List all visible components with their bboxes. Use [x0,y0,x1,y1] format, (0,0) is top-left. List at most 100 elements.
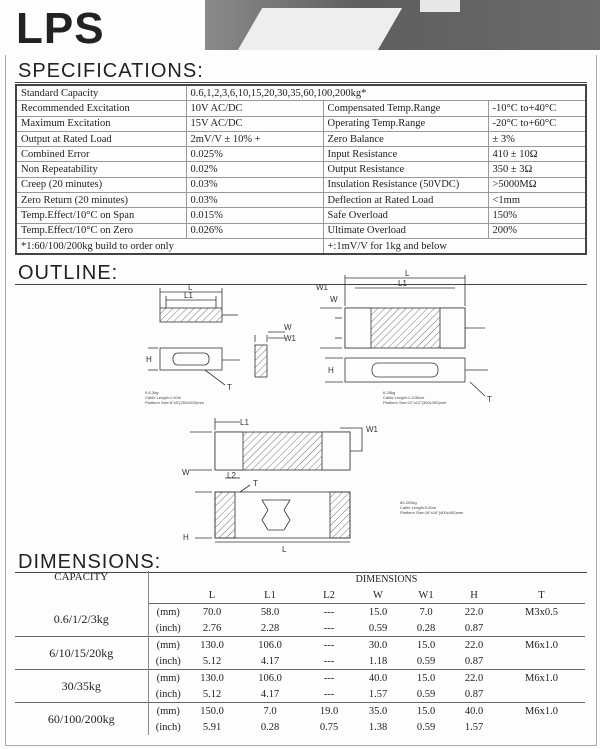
unit-label: (inch) [155,688,181,700]
dimension-value: 7.0 [419,606,433,618]
dimension-value: 22.0 [450,669,498,686]
specifications-table: Standard Capacity 0.6,1,2,3,6,10,15,20,3… [15,84,587,256]
dim-label: W1 [284,334,297,343]
dimension-value [498,686,585,703]
divider [15,82,587,83]
note-line: Platform Size:12"x12"(300x300)mm [383,400,447,405]
dim-label: L1 [184,291,193,300]
product-photo [205,0,600,50]
dimension-value [498,653,585,670]
table-row: Maximum Excitation 15V AC/DC Operating Tem… [15,115,587,132]
dimension-value: 0.87 [464,688,484,700]
column-header: W1 [402,587,450,604]
dimension-value: --- [323,606,335,618]
large-cell-top-view [190,418,363,479]
dimension-value: 15.0 [402,636,450,653]
spec-label: Temp.Effect/10°C on Zero [15,222,187,239]
note-line: 6-35kg [383,390,396,395]
dimension-value: M6x1.0 [498,702,585,719]
column-header: L2 [304,587,354,604]
dim-label: W1 [316,283,329,292]
small-cell-side-view [148,347,240,386]
dimension-value: 106.0 [236,669,304,686]
dimensions-heading: DIMENSIONS: [18,551,162,573]
dimension-value: 4.17 [260,655,280,667]
header-row: CAPACITY DIMENSIONS [15,571,585,604]
note-line: Cable Length:1.2/40cm [383,395,425,400]
table-row: (inch) 5.12 4.17 --- 1.57 0.59 0.87 [15,686,585,703]
dimension-value: 130.0 [188,669,236,686]
table-row: 60/100/200kg (mm) 150.0 7.0 19.0 35.0 15.0 40.0… [15,702,585,735]
footnote-row: *1:60/100/200kg build to order only +:1mV… [15,237,587,255]
table-row: 6/10/15/20kg (mm) 130.0 106.0 --- 30.0 15.0 22.… [15,636,585,670]
dimension-value: 0.59 [416,655,436,667]
dimension-value: 15.0 [402,669,450,686]
dim-label: T [227,383,232,392]
table-row: (inch) 5.12 4.17 --- 1.18 0.59 0.87 [15,653,585,670]
dimension-value: 1.57 [464,721,484,733]
dim-label: W [182,468,190,477]
dimension-value: 22.0 [450,636,498,653]
dimension-value: --- [304,669,354,686]
dim-label: H [146,355,152,364]
dimension-value: 0.28 [260,721,280,733]
dim-label: T [253,479,258,488]
note-line: Cable Length:0.60m [400,505,437,510]
dimension-value: 15.0 [368,606,388,618]
dimension-value: 7.0 [236,702,304,719]
note-line: Platform Size:8"x8"(200x200)mm [145,400,204,405]
dim-label: H [328,366,334,375]
small-cell-top-view [159,288,238,323]
column-header: L [188,587,236,604]
unit-label: (mm) [148,702,188,719]
dimension-value: 40.0 [354,669,402,686]
dimension-value: 1.57 [368,688,388,700]
table-row: 30/35kg (mm) 130.0 106.0 --- 40.0 15.0 22.0 M6x1… [15,669,585,703]
table-row: Non Repeatability 0.02% Output Resistance 3… [15,161,587,178]
dim-label: L [405,269,410,278]
note-line: Platform Size:16"x16"(400x400)mm [400,510,464,515]
specifications-heading: SPECIFICATIONS: [18,60,204,82]
dimension-value: --- [304,636,354,653]
dimension-value: 0.87 [464,622,484,634]
dim-label: L1 [240,418,249,427]
dimension-value [498,620,585,637]
table-row: Zero Return (20 minutes) 0.03% Deflection … [15,192,587,209]
unit-label: (mm) [156,606,180,618]
note-line: 60-200kg [400,500,417,505]
column-header: W [354,587,402,604]
dimensions-header: DIMENSIONS [355,573,418,585]
dim-label: W1 [366,425,379,434]
unit-label: (inch) [155,721,181,733]
large-cell-side-view [195,484,351,543]
unit-label: (inch) [155,622,181,634]
dim-label: W [284,323,292,332]
medium-cell-side-view [325,357,488,397]
note-line: Cable Length:1.00m [145,395,182,400]
dimension-value: --- [323,688,335,700]
footnote: +:1mV/V for 1kg and below [322,237,587,255]
unit-label: (mm) [148,636,188,653]
table-row: Output at Rated Load 2mV/V ± 10% + Zero Ba… [15,130,587,148]
dimension-value: 0.59 [368,622,388,634]
dimension-value: M6x1.0 [498,636,585,653]
dimension-value: 5.12 [202,655,222,667]
capacity-cell: 0.6/1/2/3kg [15,603,149,637]
dimension-value: --- [323,655,335,667]
outline-heading: OUTLINE: [18,262,119,284]
dim-label: H [183,533,189,542]
note-line: 0.6-3kg [145,390,159,395]
dimension-value: 0.75 [319,721,339,733]
dimension-value: 1.18 [368,655,388,667]
capacity-cell: 30/35kg [15,669,149,703]
dimensions-table: CAPACITY DIMENSIONS L L1 L2 W W1 H T 0.6/1/2/3… [15,571,585,735]
capacity-cell: 6/10/15/20kg [15,636,149,670]
capacity-header: CAPACITY [15,571,149,604]
dimension-value: --- [323,622,335,634]
table-row: (inch) 2.76 2.28 --- 0.59 0.28 0.87 [15,620,585,637]
small-cell-end-view [254,331,285,378]
capacity-cell: 60/100/200kg [15,702,149,735]
dimension-value: 0.28 [416,622,436,634]
